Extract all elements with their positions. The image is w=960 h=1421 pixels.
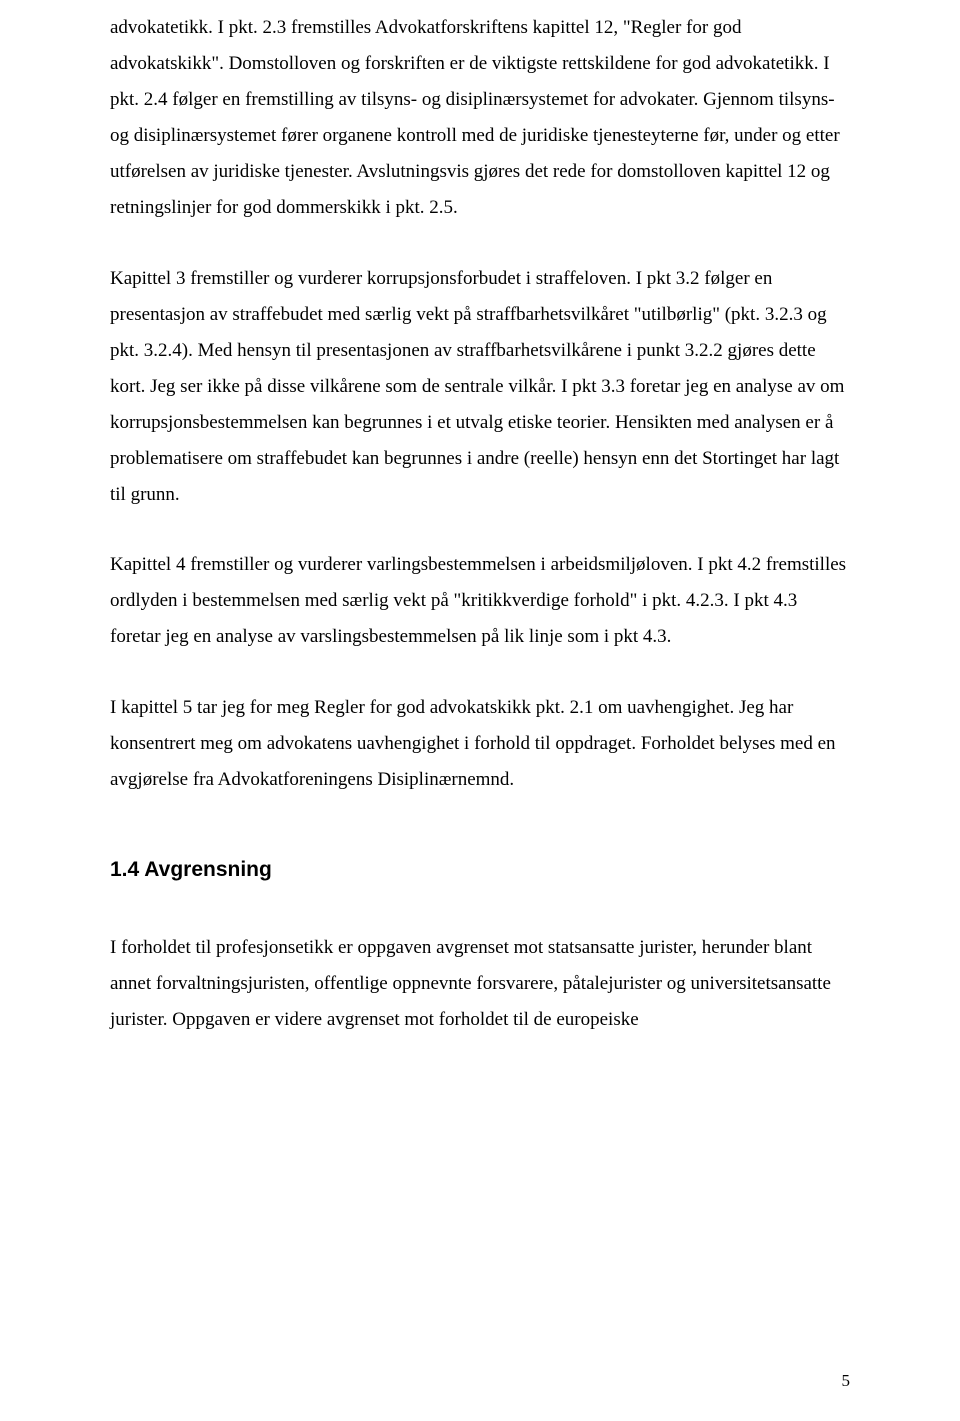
body-paragraph: I forholdet til profesjonsetikk er oppga… [110, 930, 850, 1038]
page-number: 5 [842, 1365, 851, 1397]
body-paragraph: I kapittel 5 tar jeg for meg Regler for … [110, 690, 850, 798]
document-page: advokatetikk. I pkt. 2.3 fremstilles Adv… [0, 0, 960, 1421]
body-paragraph: Kapittel 3 fremstiller og vurderer korru… [110, 261, 850, 514]
section-heading: 1.4 Avgrensning [110, 850, 850, 890]
body-paragraph: advokatetikk. I pkt. 2.3 fremstilles Adv… [110, 10, 850, 227]
body-paragraph: Kapittel 4 fremstiller og vurderer varli… [110, 547, 850, 655]
